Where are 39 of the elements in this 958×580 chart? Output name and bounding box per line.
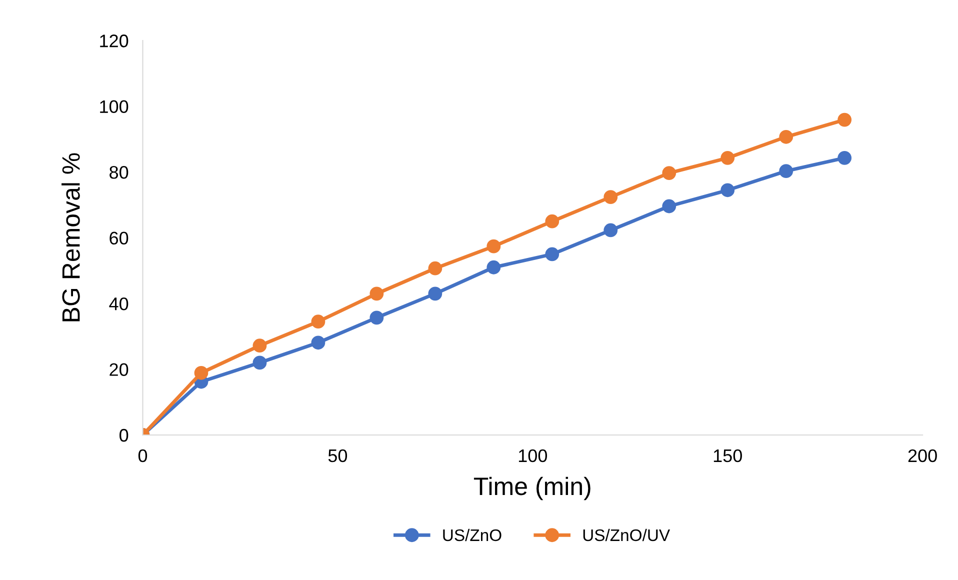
point: [779, 164, 794, 178]
point: [545, 247, 560, 262]
x-tick-label: 200: [908, 449, 937, 462]
x-tick-label: 150: [714, 449, 742, 462]
y-tick-label: 0: [120, 428, 128, 442]
y-tick-label: 120: [100, 34, 128, 48]
y-tick-label: 60: [110, 232, 128, 245]
point: [428, 261, 442, 276]
legend-label: US/ZnO: [443, 528, 502, 542]
point: [545, 214, 560, 228]
point: [486, 260, 501, 274]
y-tick-label: 100: [100, 100, 128, 114]
point: [428, 286, 442, 301]
point: [252, 356, 267, 370]
point: [720, 183, 735, 198]
point: [604, 190, 618, 204]
point: [662, 199, 676, 214]
point: [838, 150, 852, 165]
point: [370, 310, 384, 325]
point: [252, 338, 267, 353]
point: [779, 130, 794, 144]
point: [311, 314, 326, 329]
point: [311, 336, 326, 350]
x-axis-title: Time (min): [474, 476, 590, 500]
point: [486, 239, 501, 254]
legend-label: US/ZnO/UV: [583, 528, 670, 542]
point: [838, 112, 852, 127]
y-axis-title: BG Removal %: [62, 153, 80, 322]
y-tick-label: 40: [109, 297, 128, 310]
point: [662, 166, 676, 180]
point: [370, 286, 384, 301]
point: [720, 150, 735, 165]
x-tick-label: 0: [138, 449, 148, 462]
x-tick-label: 100: [518, 449, 548, 462]
point: [194, 366, 208, 380]
y-tick-label: 20: [110, 363, 128, 376]
x-tick-label: 50: [328, 449, 348, 462]
point: [604, 223, 618, 238]
y-tick-label: 80: [110, 166, 128, 179]
